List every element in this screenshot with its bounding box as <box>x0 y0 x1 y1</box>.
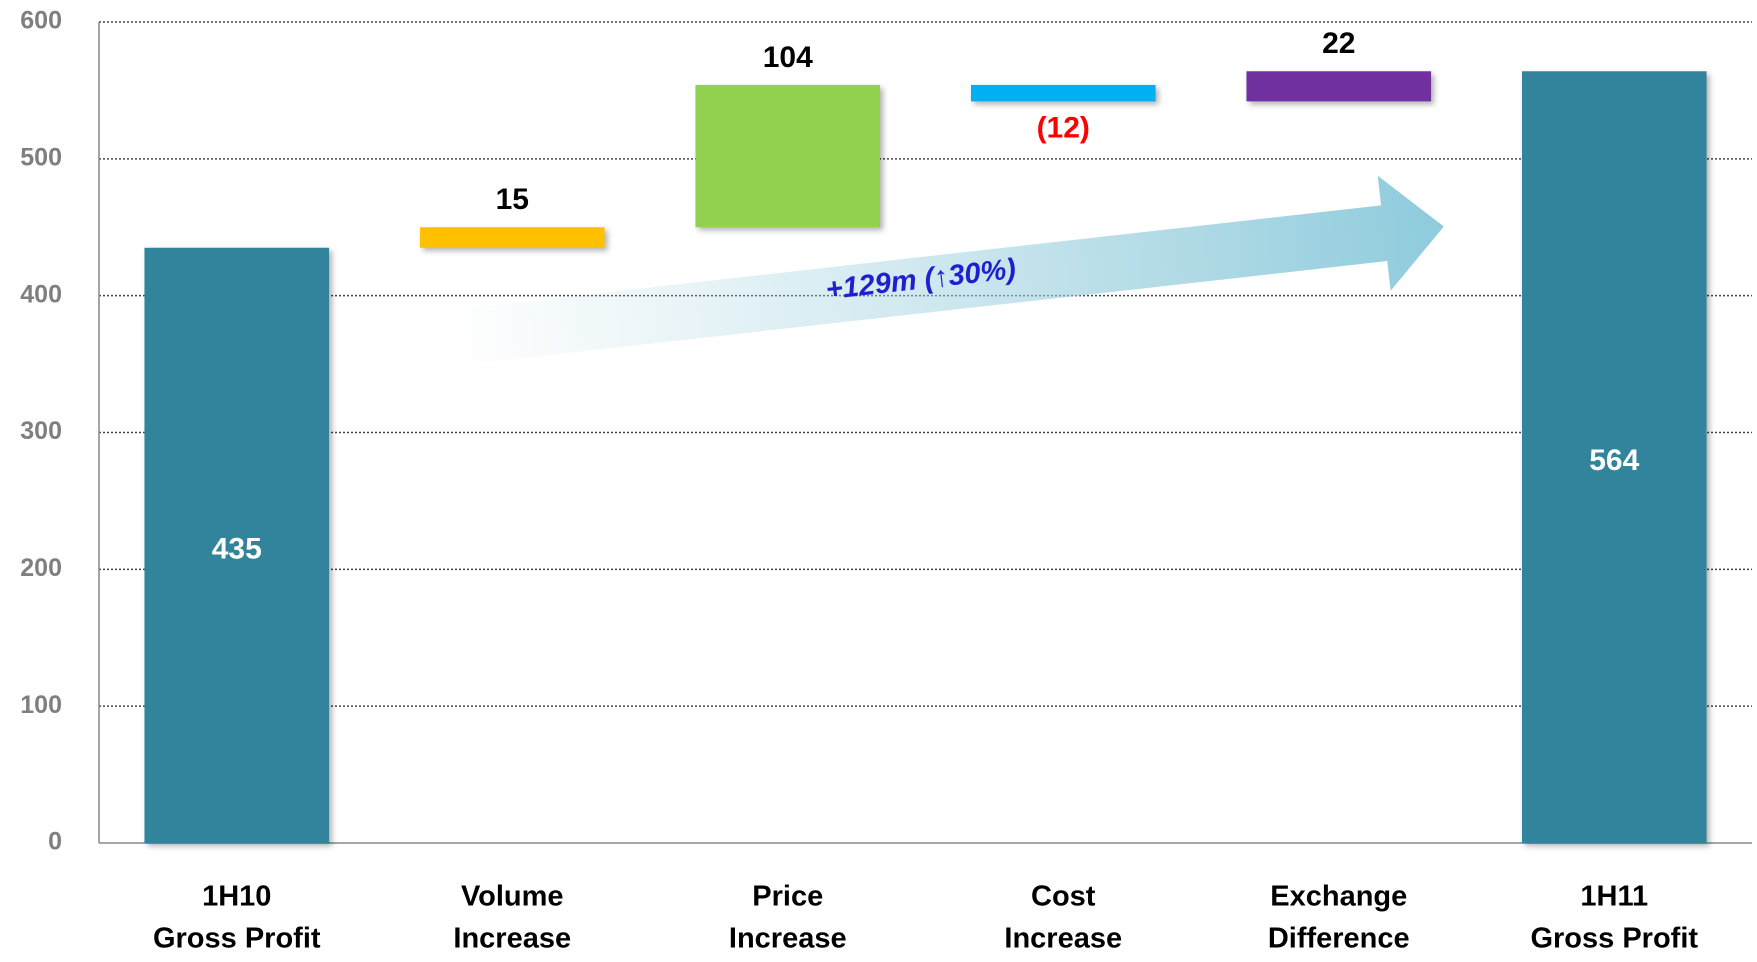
bar <box>695 84 881 228</box>
x-tick-label: Increase <box>1004 923 1122 955</box>
x-tick-label: Difference <box>1268 923 1410 955</box>
bar <box>970 84 1156 102</box>
value-label: 15 <box>496 183 529 216</box>
x-tick-label: 1H11 <box>1580 881 1648 913</box>
x-tick-label: 1H10 <box>202 881 271 913</box>
x-tick-label: Cost <box>1031 881 1096 913</box>
value-label: 22 <box>1322 27 1355 60</box>
value-label: 104 <box>763 41 813 74</box>
y-tick-label: 100 <box>20 691 62 719</box>
x-tick-label: Increase <box>729 923 847 955</box>
value-label: (12) <box>1037 111 1090 144</box>
x-tick-label: Gross Profit <box>153 923 321 955</box>
bar <box>1521 71 1707 843</box>
y-tick-label: 200 <box>20 554 62 582</box>
y-tick-label: 500 <box>20 143 62 171</box>
y-tick-label: 400 <box>20 280 62 308</box>
y-tick-label: 0 <box>48 828 62 856</box>
x-tick-label: Price <box>752 881 823 913</box>
bar <box>144 247 330 843</box>
value-label: 564 <box>1589 444 1639 477</box>
y-tick-label: 600 <box>20 7 62 35</box>
y-tick-label: 300 <box>20 417 62 445</box>
trend-arrow <box>446 175 1444 366</box>
bar <box>419 227 605 248</box>
x-tick-label: Gross Profit <box>1530 923 1698 955</box>
bar <box>1246 71 1432 102</box>
x-tick-label: Increase <box>453 923 571 955</box>
x-tick-label: Volume <box>461 881 564 913</box>
value-label: 435 <box>212 532 262 565</box>
x-tick-label: Exchange <box>1270 881 1407 913</box>
